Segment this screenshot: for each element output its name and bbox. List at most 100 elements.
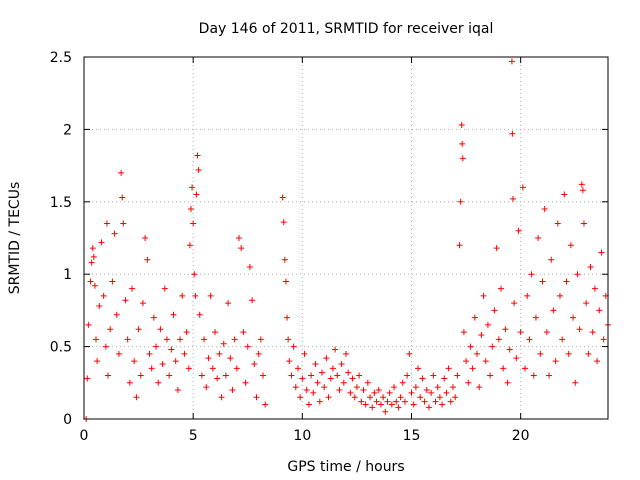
- data-point: [301, 350, 308, 357]
- data-point: [384, 398, 391, 405]
- data-point: [449, 384, 456, 391]
- data-point: [526, 336, 533, 343]
- data-point: [399, 379, 406, 386]
- data-point: [351, 394, 358, 401]
- data-point: [430, 372, 437, 379]
- y-tick-label: 0.5: [50, 340, 72, 356]
- data-point: [364, 379, 371, 386]
- data-point: [567, 242, 574, 249]
- x-tick-label: 10: [293, 428, 311, 444]
- data-point: [292, 384, 299, 391]
- data-point: [124, 336, 131, 343]
- y-tick-label: 1.5: [50, 195, 72, 211]
- data-point: [594, 358, 601, 365]
- data-point: [478, 332, 485, 339]
- data-point: [524, 292, 531, 299]
- data-point: [563, 278, 570, 285]
- data-point: [103, 220, 110, 227]
- data-point: [314, 379, 321, 386]
- data-point: [285, 336, 292, 343]
- data-point: [282, 278, 289, 285]
- data-point: [502, 326, 509, 333]
- y-tick-label: 2: [63, 122, 72, 138]
- data-point: [583, 300, 590, 307]
- data-point: [168, 346, 175, 353]
- data-point: [358, 398, 365, 405]
- data-point: [460, 329, 467, 336]
- data-point: [323, 355, 330, 362]
- data-point: [260, 372, 267, 379]
- x-tick-label: 5: [189, 428, 198, 444]
- data-point: [286, 358, 293, 365]
- data-point: [498, 285, 505, 292]
- data-point: [432, 398, 439, 405]
- data-point: [537, 350, 544, 357]
- data-point: [404, 372, 411, 379]
- data-point: [144, 256, 151, 263]
- data-point: [447, 398, 454, 405]
- data-point: [596, 307, 603, 314]
- data-point: [428, 389, 435, 396]
- data-point: [425, 404, 432, 411]
- data-point: [321, 384, 328, 391]
- data-point: [251, 360, 258, 367]
- data-point: [445, 365, 452, 372]
- data-point: [148, 365, 155, 372]
- data-point: [240, 329, 247, 336]
- data-point: [170, 311, 177, 318]
- data-point: [522, 365, 529, 372]
- data-point: [139, 300, 146, 307]
- data-point: [87, 278, 94, 285]
- data-point: [113, 311, 120, 318]
- data-point: [253, 394, 260, 401]
- data-point: [91, 282, 98, 289]
- data-point: [487, 372, 494, 379]
- data-point: [281, 256, 288, 263]
- data-point: [257, 336, 264, 343]
- data-point: [458, 122, 465, 129]
- data-point: [297, 394, 304, 401]
- data-point: [362, 401, 369, 408]
- data-point: [177, 336, 184, 343]
- data-point: [126, 379, 133, 386]
- y-axis-label: SRMTID / TECUs: [7, 182, 23, 295]
- data-point: [375, 387, 382, 394]
- data-point: [329, 365, 336, 372]
- data-point: [371, 389, 378, 396]
- data-point: [391, 384, 398, 391]
- data-point: [142, 235, 149, 241]
- data-point: [401, 398, 408, 405]
- x-tick-label: 20: [512, 428, 530, 444]
- data-point: [530, 372, 537, 379]
- data-point: [196, 311, 203, 318]
- x-axis-label: GPS time / hours: [287, 459, 404, 475]
- data-point: [334, 372, 341, 379]
- data-point: [570, 314, 577, 321]
- data-point: [343, 350, 349, 357]
- data-point: [109, 278, 116, 285]
- data-point: [508, 58, 515, 65]
- data-point: [325, 394, 332, 401]
- data-point: [183, 329, 190, 336]
- data-point: [98, 239, 105, 246]
- data-point: [600, 336, 607, 343]
- data-point: [85, 321, 92, 328]
- data-point: [166, 372, 173, 379]
- data-point: [369, 404, 376, 411]
- data-point: [102, 343, 109, 350]
- data-point: [463, 358, 470, 365]
- data-point: [310, 389, 317, 396]
- data-point: [255, 350, 262, 357]
- data-point: [203, 384, 210, 391]
- plot-frame: [83, 56, 609, 420]
- data-point: [238, 245, 245, 252]
- data-point: [517, 329, 524, 336]
- data-point: [187, 206, 194, 213]
- data-point: [225, 300, 232, 307]
- data-point: [511, 300, 518, 307]
- data-point: [587, 263, 594, 270]
- data-point: [580, 220, 587, 227]
- data-point: [93, 336, 100, 343]
- data-point: [482, 358, 489, 365]
- data-point: [423, 387, 430, 394]
